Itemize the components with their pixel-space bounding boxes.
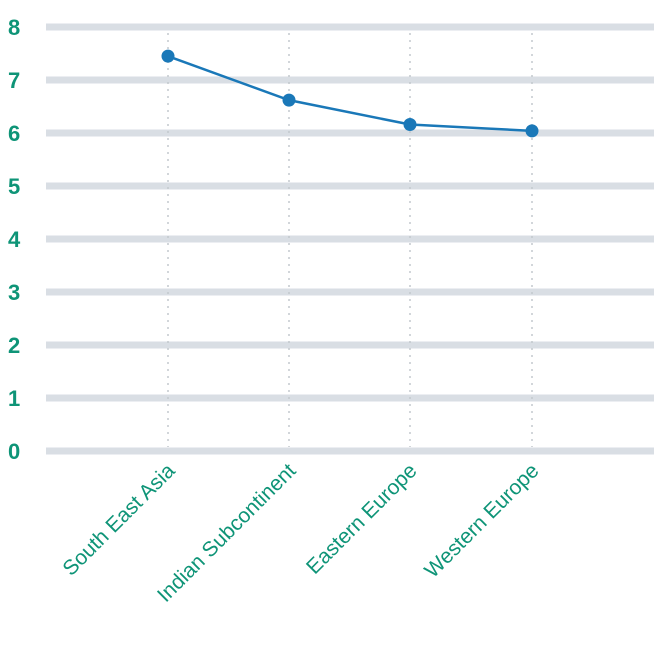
x-tick-label: Eastern Europe bbox=[302, 459, 421, 578]
y-tick-label: 5 bbox=[8, 174, 20, 199]
data-point bbox=[525, 124, 539, 138]
data-point bbox=[161, 49, 175, 63]
y-axis-tick-labels: 0 1 2 3 4 5 6 7 8 bbox=[8, 15, 21, 464]
x-tick-label: South East Asia bbox=[58, 459, 179, 580]
series-line bbox=[167, 54, 533, 133]
y-tick-label: 0 bbox=[8, 439, 20, 464]
x-tick-label: Western Europe bbox=[420, 459, 543, 582]
y-tick-label: 3 bbox=[8, 280, 20, 305]
y-tick-label: 7 bbox=[8, 68, 20, 93]
y-tick-label: 8 bbox=[8, 15, 20, 40]
y-tick-label: 2 bbox=[8, 333, 20, 358]
y-gridlines bbox=[46, 23, 654, 455]
x-tick-label: Indian Subcontinent bbox=[153, 459, 301, 607]
series-group bbox=[161, 49, 539, 138]
category-guides bbox=[167, 33, 533, 447]
y-tick-label: 4 bbox=[8, 227, 21, 252]
data-point bbox=[282, 93, 296, 107]
y-tick-label: 1 bbox=[8, 386, 20, 411]
data-point bbox=[403, 118, 417, 132]
y-tick-label: 6 bbox=[8, 121, 20, 146]
